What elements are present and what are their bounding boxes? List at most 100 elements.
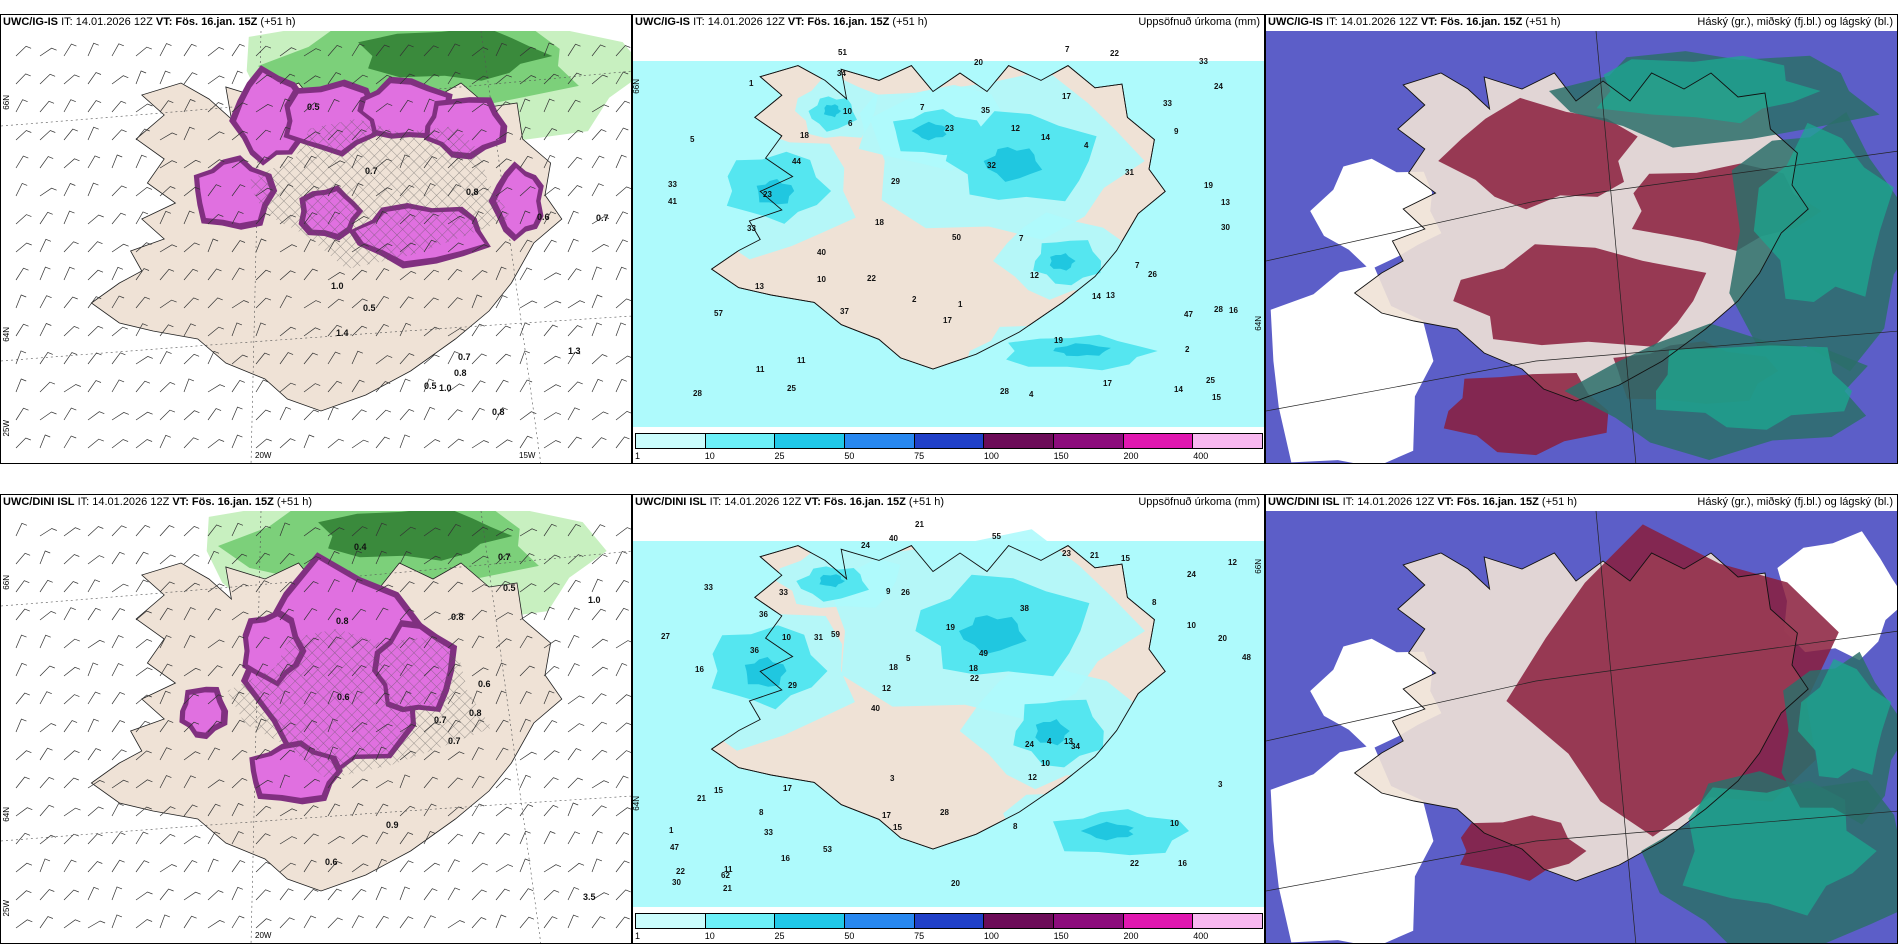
wind-barb [471, 862, 488, 873]
precip-value-label: 4 [1047, 737, 1052, 746]
precip-area [756, 179, 795, 205]
wind-barb [279, 862, 296, 873]
wind-barb [543, 384, 562, 393]
wind-barb [207, 550, 220, 565]
wind-barb [183, 835, 201, 845]
wind-barb [567, 777, 583, 789]
cloud-map-1[interactable] [1266, 31, 1897, 463]
wind-barb [135, 579, 149, 593]
wind-barb [111, 212, 127, 225]
precip-value-label: 8 [759, 808, 764, 817]
model-name: UWC/IG-IS [1268, 16, 1323, 28]
wind-barb [111, 832, 126, 845]
wind-barb [303, 383, 321, 393]
precip-value-label: 7 [1065, 45, 1070, 54]
wind-map-svg: 0.7 0.8 0.7 0.6 0.6 0.9 0.7 0.8 0.5 0.8 0.4 3.5 0.6 1… [1, 511, 631, 943]
wind-barb [591, 183, 604, 197]
wind-map-2[interactable]: 0.7 0.8 0.7 0.6 0.6 0.9 0.7 0.8 0.5 0.8 0.4 3.5 0.6 1… [1, 511, 631, 943]
cloud-layers [1438, 51, 1897, 460]
wind-barb [231, 211, 244, 225]
colorbar-swatch [845, 914, 915, 928]
wind-barb [399, 750, 417, 761]
wind-barb [543, 864, 562, 873]
wind-barb [327, 665, 343, 677]
precip-value-label: 33 [1163, 99, 1172, 108]
wind-barb [279, 214, 296, 225]
colorbar-swatch [914, 434, 985, 448]
wind-barb [63, 666, 81, 677]
colorbar-tick-label: 1 [635, 931, 641, 941]
wind-barb [567, 268, 582, 281]
wind-barb [255, 918, 272, 929]
wind-barb [87, 780, 105, 789]
wind-barb [231, 130, 249, 141]
wind-barb [231, 719, 245, 733]
wind-barb [615, 154, 627, 169]
wind-barb [183, 43, 197, 57]
wind-barb [615, 832, 630, 845]
precip-value-label: 23 [945, 124, 954, 133]
wind-barb [543, 720, 558, 733]
wind-barb [63, 720, 78, 733]
colorbar-tick-label: 150 [1053, 931, 1069, 941]
wind-barb [543, 831, 556, 845]
lon-line [250, 511, 262, 943]
cloud-title: Háský (gr.), miðský (fj.bl.) og lágský (… [1697, 496, 1893, 508]
wind-barb [255, 889, 271, 901]
precip-value-label: 8 [1013, 822, 1018, 831]
wind-barb [399, 805, 416, 817]
wind-barb [159, 747, 172, 761]
wind-barb [303, 691, 317, 705]
wind-barb [423, 636, 438, 649]
wind-barb [159, 244, 178, 253]
wind-barb [351, 183, 364, 197]
wind-barb [351, 243, 369, 253]
wind-map-1[interactable]: 0.5 0.7 0.8 0.5 0.7 1.4 0.8 1.0 0.6 0.7 0.5 1.3 1.0 0… [1, 31, 631, 463]
wind-barb [183, 693, 199, 705]
wind-barb [423, 98, 435, 113]
wind-barb [63, 859, 77, 873]
precip-map-2[interactable]: 16 16 24 40 38 11 9 19 15 59 47 33 26 49 34 33 40 48 24 10 1… [633, 511, 1264, 907]
wind-value-label: 1.3 [568, 346, 581, 356]
wind-barb [591, 294, 603, 309]
wind-barb [399, 378, 411, 393]
wind-barb [615, 211, 629, 225]
wind-barb [63, 435, 77, 449]
wind-barb [471, 380, 486, 393]
cloud-map-2[interactable] [1266, 511, 1897, 943]
wind-barb [375, 355, 393, 365]
wind-barb [279, 47, 297, 57]
wind-barb [567, 579, 581, 593]
wind-barb [135, 242, 152, 253]
wind-barb [327, 438, 344, 449]
lon-line [480, 31, 542, 463]
wind-barb [63, 638, 80, 649]
wind-barb [375, 409, 392, 421]
precip-value-label: 21 [915, 520, 924, 529]
wind-barb [279, 774, 291, 789]
precip-value-label: 12 [1011, 124, 1020, 133]
coastline [710, 65, 1166, 370]
precip-area [823, 104, 841, 118]
wind-barb [495, 580, 511, 593]
wind-barb [135, 667, 153, 677]
wind-barb [495, 553, 512, 565]
wind-barb [495, 747, 509, 761]
precip-value-label: 28 [693, 389, 702, 398]
wind-barb [447, 43, 461, 57]
model-name: UWC/DINI ISL [1268, 496, 1340, 508]
colorbar-swatch [1054, 914, 1124, 928]
wind-barb [495, 638, 512, 649]
wind-barb [591, 129, 607, 141]
wind-barb [471, 47, 489, 57]
wind-barb [207, 102, 224, 113]
lon-line [1595, 31, 1637, 463]
wind-barb [591, 155, 605, 169]
precip-value-label: 47 [1184, 310, 1193, 319]
wind-barb [567, 523, 582, 537]
wind-barb [231, 886, 243, 901]
precip-map-1[interactable]: 6 19 14 13 18 28 22 7 47 33 44 26 31 37 57 50 40 33 51 7 25 3… [633, 31, 1264, 427]
precip-value-label: 20 [1218, 634, 1227, 643]
wind-barb [207, 803, 221, 817]
wind-barb [159, 324, 174, 337]
